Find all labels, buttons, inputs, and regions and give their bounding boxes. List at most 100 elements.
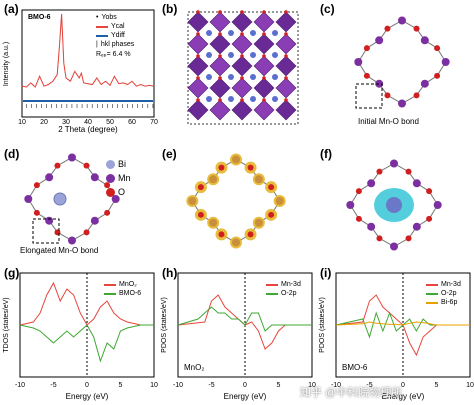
mn-atom xyxy=(346,201,355,209)
tunnel-e-atoms xyxy=(186,153,286,249)
mno6-octahedron xyxy=(275,77,297,99)
xrd-xticks: 10 20 30 40 50 60 70 xyxy=(18,119,158,126)
mn-atom xyxy=(375,79,384,88)
pdos-i-material: BMO-6 xyxy=(342,363,368,372)
bi-atom xyxy=(250,30,256,36)
bi-atom xyxy=(228,96,234,102)
dos-xtick-label: 5 xyxy=(119,382,123,389)
atom-legend: Bi Mn O xyxy=(106,157,131,199)
o-atom xyxy=(240,54,244,58)
mno6-octahedron xyxy=(209,55,231,77)
o-atom xyxy=(284,98,288,102)
bi-atom xyxy=(206,30,212,36)
pdos-bmo6-plot: -10 -5 0 5 10 Energy (eV) PDOS (states/eV) xyxy=(319,272,474,401)
pdos-i-legend: Mn-3d O-2p Bi-6p xyxy=(426,280,461,307)
xrd-sample-name: BMO-6 xyxy=(28,14,51,21)
watermark: 知乎 @中科院物理所 xyxy=(300,387,403,399)
pdos-mno2-plot: -10 -5 0 5 10 Energy (eV) PDOS (states/eV) xyxy=(161,272,316,401)
mn-atom xyxy=(209,175,218,184)
bi-atom xyxy=(272,52,278,58)
o-atom xyxy=(54,162,61,169)
panel-a-label: (a) xyxy=(4,2,19,16)
o-atom xyxy=(268,211,275,218)
mn-atom xyxy=(45,173,54,182)
bi-atom xyxy=(206,96,212,102)
o-atom xyxy=(197,184,204,191)
o-atom xyxy=(405,235,412,242)
mn-atom xyxy=(390,159,398,168)
tunnel-initial-image xyxy=(354,16,450,109)
mn-atom xyxy=(420,79,429,88)
pdos-h-material: MnO₂ xyxy=(184,363,205,372)
mno6-octahedron xyxy=(275,99,297,121)
mno6-octahedron xyxy=(231,11,253,33)
o-atom xyxy=(83,162,90,169)
mn-atom xyxy=(398,99,406,108)
mno6-octahedra xyxy=(187,10,297,121)
mn-atom xyxy=(398,16,406,25)
panel-h: (h) -10 -5 0 5 10 Energy (eV) PDOS (states/e… xyxy=(158,263,316,405)
mn-atom xyxy=(367,222,376,231)
elongated-bond-box xyxy=(32,218,60,244)
initial-bond-box xyxy=(355,83,383,109)
dos-xtick-label: -10 xyxy=(173,382,183,389)
o-atom xyxy=(284,54,288,58)
o-atom xyxy=(355,188,362,195)
bi-atom xyxy=(250,74,256,80)
o-atom xyxy=(247,164,254,171)
mno6-octahedron xyxy=(275,11,297,33)
mn-atom xyxy=(441,58,450,66)
mn-atom xyxy=(111,195,120,203)
mno6-octahedron xyxy=(231,55,253,77)
panel-e-label: (e) xyxy=(162,147,177,161)
bi-atom xyxy=(206,52,212,58)
panel-c: (c) Initial Mn-O bond xyxy=(316,0,474,135)
mno6-octahedron xyxy=(275,33,297,55)
dos-series-line xyxy=(19,281,154,326)
mno6-octahedron xyxy=(253,77,275,99)
o-atom xyxy=(262,98,266,102)
o-atom xyxy=(196,98,200,102)
mno6-octahedron xyxy=(231,77,253,99)
xrd-plot: 10 20 30 40 50 60 70 2 Theta (degree) Intensit… xyxy=(3,9,158,134)
panel-g: (g) -10 -5 0 5 10 Energy (eV) TDOS (states/e… xyxy=(0,263,158,405)
bi-atom xyxy=(206,74,212,80)
o-atom xyxy=(405,168,412,175)
mn-atom xyxy=(433,201,442,209)
dos-series-line xyxy=(19,324,154,363)
o-atom xyxy=(218,231,225,238)
o-atom xyxy=(268,184,275,191)
o-atom xyxy=(284,76,288,80)
tunnel-f-atoms xyxy=(346,159,442,251)
o-atom xyxy=(363,45,370,52)
o-atom xyxy=(413,92,420,99)
panel-g-label: (g) xyxy=(4,266,20,280)
mno6-octahedron xyxy=(209,33,231,55)
mn-atom xyxy=(45,216,54,225)
o-atom xyxy=(262,32,266,36)
o-atom xyxy=(218,76,222,80)
xrd-ycal-line xyxy=(21,13,155,88)
mno6-octahedron xyxy=(209,77,231,99)
dos-xtick-label: -10 xyxy=(15,382,25,389)
o-atom xyxy=(426,215,433,222)
mn-atom xyxy=(412,222,421,231)
o-atom xyxy=(376,235,383,242)
o-atom xyxy=(54,229,61,236)
o-atom xyxy=(218,10,222,14)
xrd-xtick-label: 20 xyxy=(40,119,48,126)
o-atom xyxy=(197,211,204,218)
mn-atom xyxy=(254,175,263,184)
bi-atom xyxy=(272,30,278,36)
mno6-octahedron xyxy=(187,33,209,55)
mn-atom xyxy=(254,218,263,227)
o-atom xyxy=(413,25,420,32)
mno6-octahedron xyxy=(253,11,275,33)
mno6-octahedron xyxy=(253,99,275,121)
mn-atom xyxy=(390,242,398,251)
panel-f-label: (f) xyxy=(320,147,332,161)
mno6-octahedron xyxy=(253,55,275,77)
dos-xtick-label: 0 xyxy=(85,382,89,389)
o-atom xyxy=(104,209,111,216)
mn-atom xyxy=(232,238,240,247)
